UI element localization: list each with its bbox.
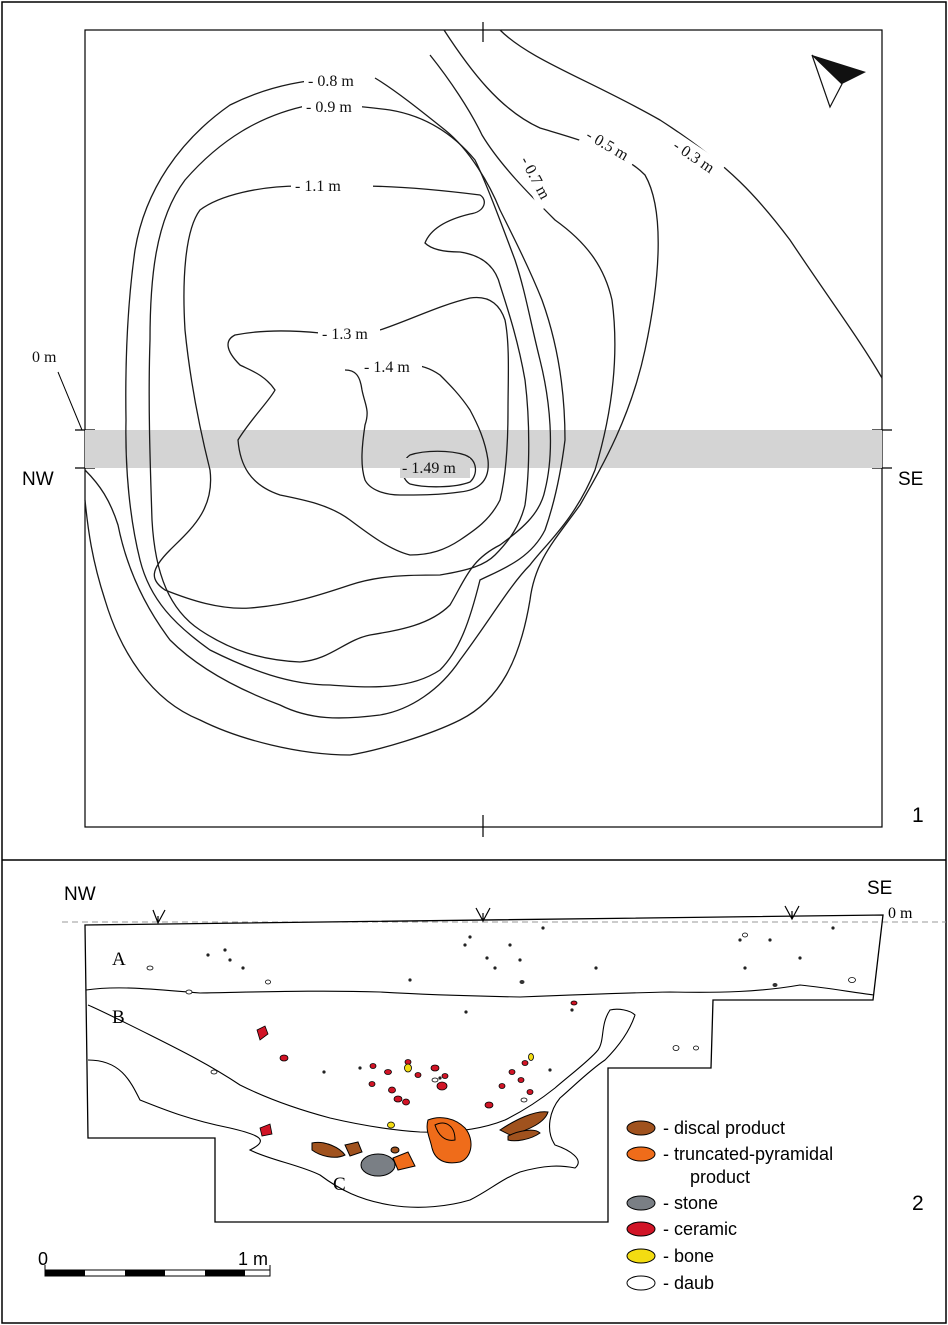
svg-text:- 0.8 m: - 0.8 m (308, 73, 354, 90)
contour-label-0-3: - 0.3 m (665, 132, 726, 184)
contour-0-9 (148, 104, 552, 663)
section-band (85, 430, 882, 468)
legend: - discal product - truncated-pyramidal p… (626, 1118, 833, 1293)
layer-c-boundary (87, 1004, 636, 1208)
section-outline (84, 914, 884, 1223)
contour-label-0-7: - 0.7 m (512, 148, 560, 211)
legend-swatch-truncated (626, 1146, 656, 1162)
stone (360, 1153, 396, 1177)
legend-label-discal: - discal product (663, 1118, 785, 1138)
layer-label-b: B (112, 1007, 125, 1028)
nw-label: NW (22, 469, 54, 490)
contour-label-1-4: - 1.4 m (360, 356, 422, 377)
discal-products (311, 1111, 549, 1158)
svg-text:- 1.49 m: - 1.49 m (402, 460, 456, 477)
legend-swatch-stone (626, 1195, 656, 1211)
legend-label-daub: - daub (663, 1273, 714, 1293)
svg-text:- 1.4 m: - 1.4 m (364, 359, 410, 376)
contour-0-8 (125, 77, 566, 688)
contour-1-4 (344, 364, 489, 496)
panel-2: NW SE 0 m 2 A B C (38, 878, 946, 1293)
layer-ab-boundary (85, 984, 875, 998)
contour-1-3 (227, 296, 510, 556)
contour-label-1-3: - 1.3 m (318, 323, 380, 344)
legend-swatch-bone (626, 1248, 656, 1264)
panel-number-1: 1 (912, 804, 924, 827)
svg-text:- 1.1 m: - 1.1 m (295, 178, 341, 195)
scale-bar: 0 1 m (38, 1249, 271, 1277)
small-inclusions (146, 926, 856, 1103)
truncated-pyramidal-products (392, 1117, 472, 1171)
contour-label-1-49: - 1.49 m (400, 458, 470, 478)
contour-label-1-1: - 1.1 m (291, 175, 373, 196)
legend-label-stone: - stone (663, 1193, 718, 1213)
scale-start-label: 0 (38, 1249, 48, 1269)
section-se-label: SE (867, 878, 892, 899)
contour-0-5 (84, 29, 659, 756)
svg-text:- 0.9 m: - 0.9 m (306, 99, 352, 116)
legend-swatch-daub (626, 1275, 656, 1291)
section-nw-label: NW (64, 884, 96, 905)
scale-end-label: 1 m (238, 1249, 268, 1269)
contour-label-0-5: - 0.5 m (578, 122, 640, 171)
legend-swatch-discal (626, 1120, 656, 1136)
plan-frame (84, 29, 883, 828)
contour-label-0-9: - 0.9 m (302, 96, 362, 117)
contour-0-3 (499, 29, 883, 379)
legend-label-ceramic: - ceramic (663, 1219, 737, 1239)
svg-text:- 1.3 m: - 1.3 m (322, 326, 368, 343)
bone-fragments (387, 1053, 534, 1129)
contour-0-7 (84, 54, 616, 719)
legend-swatch-ceramic (626, 1221, 656, 1237)
se-label: SE (898, 469, 923, 490)
legend-label-truncated: - truncated-pyramidal (663, 1144, 833, 1164)
legend-label-truncated-cont: product (690, 1167, 750, 1187)
contour-label-0-8: - 0.8 m (304, 70, 364, 91)
zero-label: 0 m (32, 349, 57, 366)
contour-1-1 (153, 185, 530, 609)
legend-label-bone: - bone (663, 1246, 714, 1266)
north-arrow-icon (811, 54, 866, 109)
section-zero-label: 0 m (888, 905, 913, 922)
layer-label-a: A (112, 949, 126, 970)
panel-1: 0 m NW SE 1 - 0.3 m - 0.5 m - 0.7 m (22, 22, 924, 837)
layer-label-c: C (333, 1174, 346, 1195)
panel-number-2: 2 (912, 1192, 924, 1215)
datum-arrows (152, 905, 800, 925)
